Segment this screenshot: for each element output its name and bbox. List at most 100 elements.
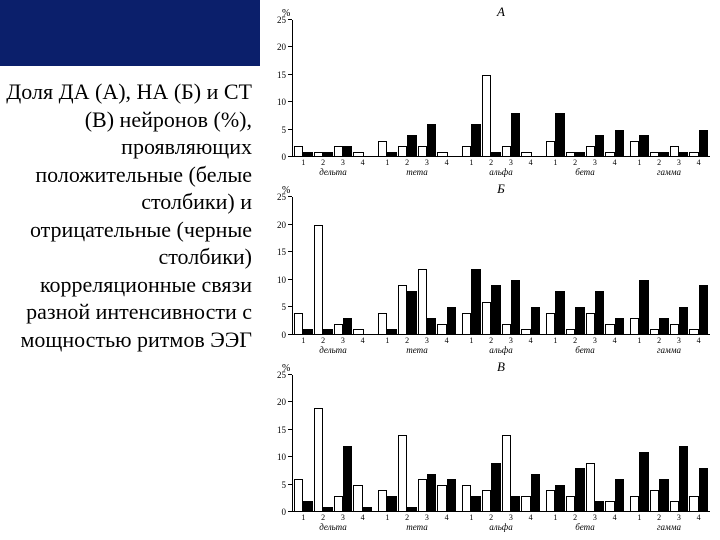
x-number: 4 [697,336,701,345]
bar-positive [586,463,595,512]
bar-pair: 3 [502,375,521,512]
bar-pair: 2 [398,375,417,512]
bar-pair: 3 [418,197,437,334]
bar-positive [689,152,698,157]
x-number: 2 [321,158,325,167]
bars-row: 1234 [378,375,456,512]
bar-negative [555,113,564,157]
bar-negative [343,318,352,334]
bar-positive [586,313,595,335]
bar-pair: 4 [689,20,708,157]
bar-positive [521,152,531,157]
bar-negative [595,135,604,157]
bar-negative [303,501,312,512]
caption-text: Доля ДА (А), НА (Б) и СТ (В) нейронов (%… [6,78,252,353]
bar-pair: 3 [418,20,437,157]
bar-pair: 3 [418,375,437,512]
bar-pair: 1 [378,20,397,157]
bar-negative [575,307,584,334]
x-number: 2 [489,336,493,345]
bar-positive [482,490,491,512]
x-number: 2 [321,336,325,345]
bar-negative [679,307,688,334]
bar-positive [437,324,446,335]
band-group: 1234бета [546,197,624,334]
x-number: 3 [341,513,345,522]
panel-A: А%05101520251234дельта1234тета1234альфа1… [288,6,714,179]
bar-positive [521,496,530,512]
bar-pair: 1 [294,375,313,512]
y-tick [288,484,292,485]
bar-positive [670,501,679,512]
bar-pair: 3 [586,375,605,512]
bar-positive [482,302,491,335]
band-group: 1234альфа [462,375,540,512]
bar-positive [398,285,407,334]
bar-negative [427,474,436,512]
bar-positive [605,324,614,335]
x-number: 4 [613,158,617,167]
x-number: 1 [469,513,473,522]
bar-positive [502,146,511,157]
bar-negative [699,285,708,334]
y-tick-label: 15 [277,247,286,257]
x-number: 2 [657,158,661,167]
y-tick-label: 5 [282,302,287,312]
bar-pair: 1 [546,20,565,157]
x-number: 2 [489,513,493,522]
band-group: 1234тета [378,375,456,512]
bar-positive [294,146,303,157]
bars-row: 1234 [378,197,456,334]
y-tick [288,46,292,47]
y-tick [288,429,292,430]
x-number: 3 [509,158,513,167]
y-tick-label: 20 [277,42,286,52]
x-number: 1 [385,513,389,522]
bar-pair: 2 [650,197,669,334]
bar-positive [378,313,387,335]
bar-pair: 1 [378,375,397,512]
bar-positive [546,141,555,157]
bar-pair: 1 [462,197,481,334]
x-number: 3 [677,158,681,167]
band-label: гамма [657,345,681,355]
bar-pair: 2 [482,375,501,512]
bar-pair: 4 [605,197,624,334]
bar-positive [546,313,555,335]
bar-negative [555,291,564,335]
bar-positive [521,329,530,334]
x-number: 2 [573,513,577,522]
bars-row: 1234 [630,197,708,334]
x-number: 3 [593,158,597,167]
bar-pair: 1 [462,375,481,512]
panel-B: Б%05101520251234дельта1234тета1234альфа1… [288,183,714,356]
bar-pair: 3 [502,20,521,157]
x-number: 1 [637,336,641,345]
bar-positive [502,324,511,335]
bar-negative [303,152,312,157]
bar-negative [491,152,500,157]
y-tick [288,19,292,20]
x-number: 2 [405,158,409,167]
band-label: бета [575,345,595,355]
bar-positive [437,152,447,157]
bar-pair: 3 [334,197,353,334]
x-number: 3 [677,513,681,522]
band-label: бета [575,522,595,532]
y-axis [292,20,293,157]
bar-pair: 1 [630,197,649,334]
band-group: 1234дельта [294,375,372,512]
bar-pair: 2 [314,375,333,512]
bar-positive [353,152,363,157]
y-tick-label: 20 [277,397,286,407]
bar-negative [447,307,456,334]
bar-negative [447,479,456,512]
x-number: 4 [697,158,701,167]
bar-pair: 4 [353,20,372,157]
bar-positive [670,146,679,157]
bar-pair: 3 [670,197,689,334]
band-label: дельта [319,167,346,177]
y-tick-label: 0 [282,330,287,340]
x-number: 3 [341,158,345,167]
bar-pair: 4 [437,20,456,157]
